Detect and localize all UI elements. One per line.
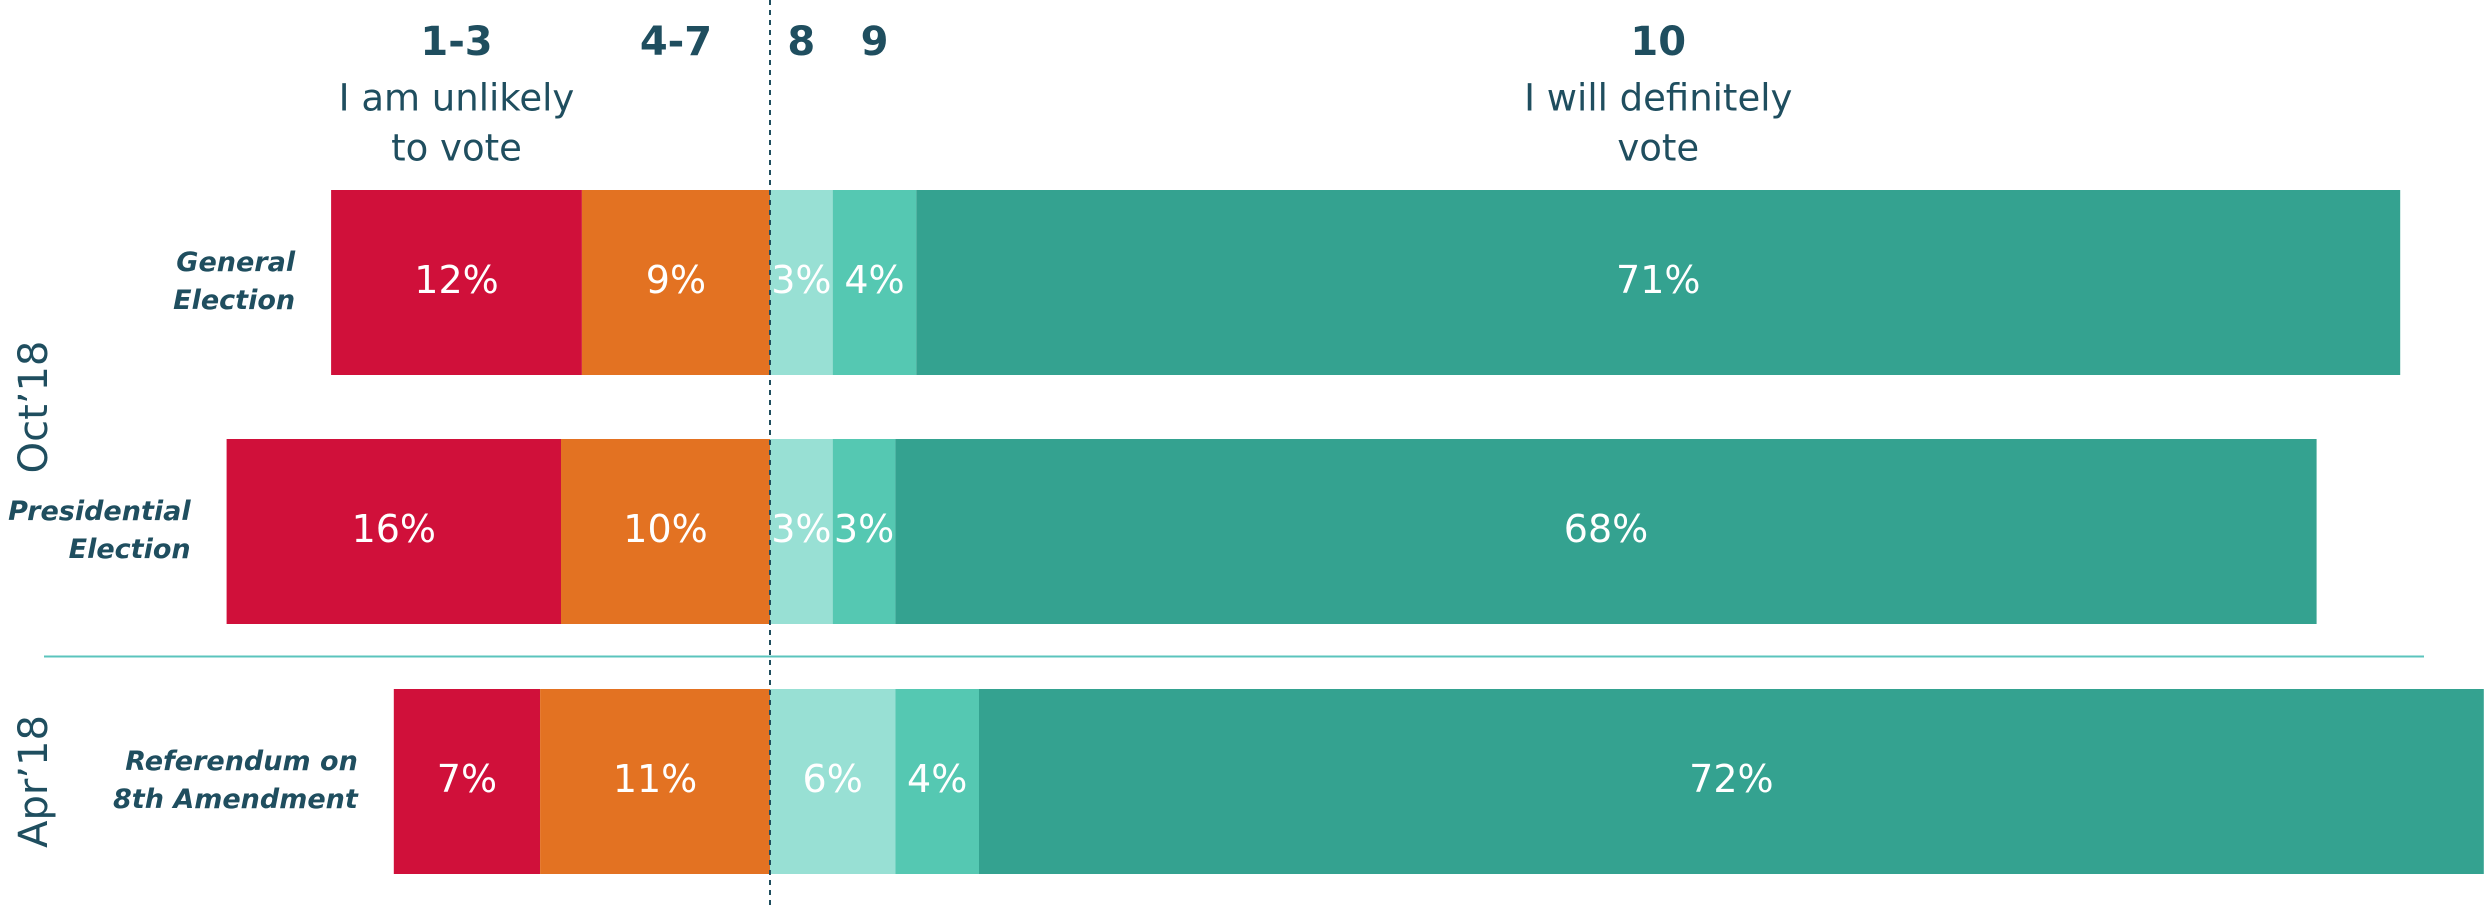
bar-segment: [393, 689, 541, 874]
bar-segment: [832, 439, 896, 624]
group-label: Oct’18: [11, 341, 57, 474]
bar-segment: [770, 190, 833, 375]
column-subtitle: vote: [1617, 127, 1699, 170]
value-label: 71%: [1616, 258, 1700, 302]
value-label: 4%: [844, 258, 904, 302]
column-header: 1-3: [420, 19, 492, 65]
group-label: Apr’18: [11, 715, 57, 848]
category-label: Referendum on: [125, 746, 358, 777]
bar-segment: [895, 689, 979, 874]
value-label: 3%: [834, 507, 894, 551]
value-label: 68%: [1564, 507, 1648, 551]
bar-segment: [331, 190, 582, 375]
bar-segment: [979, 689, 2484, 874]
category-label: General: [176, 247, 296, 278]
bar-segment: [832, 190, 917, 375]
bar-segment: [581, 190, 770, 375]
value-label: 72%: [1689, 757, 1773, 801]
column-subtitle: I am unlikely: [339, 77, 575, 120]
column-header: 8: [787, 19, 815, 65]
bar-segment: [770, 439, 833, 624]
value-label: 7%: [437, 757, 497, 801]
value-label: 6%: [803, 757, 863, 801]
category-label: Presidential: [8, 496, 191, 527]
column-header: 4-7: [640, 19, 712, 65]
bar-segment: [226, 439, 561, 624]
column-subtitle: to vote: [391, 127, 522, 170]
value-label: 3%: [771, 258, 831, 302]
bar-segment: [770, 689, 896, 874]
value-label: 11%: [613, 757, 697, 801]
value-label: 10%: [623, 507, 707, 551]
value-label: 16%: [352, 507, 436, 551]
column-header: 10: [1630, 19, 1686, 65]
category-label: Election: [173, 285, 295, 316]
column-subtitle: I will definitely: [1524, 77, 1792, 120]
column-header: 9: [861, 19, 889, 65]
category-label: Election: [69, 534, 191, 565]
value-label: 4%: [907, 757, 967, 801]
bar-segment: [561, 439, 770, 624]
value-label: 9%: [646, 258, 706, 302]
bar-segment: [540, 689, 770, 874]
bar-segment: [895, 439, 2317, 624]
value-label: 12%: [414, 258, 498, 302]
category-label: 8th Amendment: [113, 784, 359, 815]
bar-segment: [916, 190, 2401, 375]
value-label: 3%: [771, 507, 831, 551]
